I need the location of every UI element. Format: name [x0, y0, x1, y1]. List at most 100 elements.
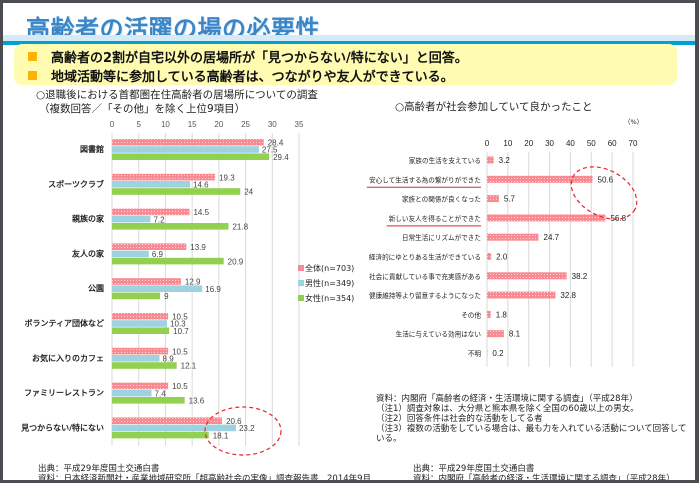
bar-value-label: 5.7: [504, 195, 516, 204]
bar-value-label: 8.1: [509, 330, 521, 339]
bar-female: [112, 257, 224, 265]
bar-value-label: 24: [244, 188, 253, 197]
bar-value-label: 14.5: [193, 208, 209, 217]
bar-female: [112, 362, 177, 369]
bar-value-label: 10.5: [172, 313, 188, 322]
bar: [487, 156, 494, 164]
category-label: 経済的にゆとりある生活ができている: [369, 253, 481, 262]
bar-value-label: 10.3: [170, 320, 186, 329]
bar-total: [112, 417, 223, 424]
category-label: 日常生活にリズムができた: [402, 233, 481, 242]
title-band: [3, 35, 695, 41]
bar-value-label: 23.2: [239, 424, 255, 433]
bar: [487, 195, 499, 203]
bar-value-label: 2.0: [496, 253, 508, 262]
bullet-square-icon: [28, 52, 37, 61]
x-tick-label: 40: [566, 139, 575, 148]
bar: [487, 330, 504, 338]
category-label: 家族との関係が良くなった: [402, 195, 481, 204]
legend-swatch-female: [298, 295, 304, 301]
note-line: （注2）回答条件は社会的な活動をしてる者: [376, 414, 543, 424]
x-tick-label: 15: [188, 120, 197, 129]
bar-value-label: 18.1: [213, 431, 229, 440]
bar-male: [112, 320, 168, 327]
bar-female: [112, 292, 161, 300]
bar-value-label: 7.2: [153, 215, 165, 224]
bar-male: [112, 285, 203, 292]
category-label: 図書館: [80, 144, 104, 154]
bar-value-label: 28.4: [268, 139, 284, 148]
left-chart-heading: ○退職後における首都圏在住高齢者の居場所についての調査: [36, 89, 318, 101]
bar-value-label: 38.2: [572, 272, 588, 281]
category-label: 不明: [468, 350, 482, 358]
right-source-line2: 資料：内閣府「高齢者の経済・生活環境に関する調査」（平成28年）: [413, 474, 675, 480]
category-label: 社会に貢献している事で充実感がある: [369, 272, 481, 281]
category-label: 生活に与えている効用はない: [396, 330, 482, 339]
right-chart-unit: （%）: [624, 118, 644, 126]
bar-value-label: 14.6: [193, 181, 209, 190]
bar-male: [112, 355, 160, 362]
bar-female: [112, 188, 241, 195]
summary-callout: 高齢者の2割が自宅以外の居場所が「見つからない/特にない」と回答。 地域活動等に…: [14, 44, 677, 85]
legend-swatch-total: [298, 265, 304, 271]
x-tick-label: 10: [161, 120, 170, 129]
x-tick-label: 50: [587, 139, 596, 148]
bar-total: [112, 278, 181, 285]
bar-value-label: 16.9: [205, 285, 221, 294]
bar-value-label: 24.7: [544, 233, 560, 242]
bar-male: [112, 146, 259, 153]
bar: [487, 175, 593, 183]
highlight-ellipse: [204, 406, 282, 456]
bar: [487, 272, 567, 280]
category-label: 公園: [88, 284, 104, 293]
category-label: 家族の生活を支えている: [409, 156, 481, 165]
bar-value-label: 8.9: [163, 355, 175, 364]
bar-female: [112, 431, 209, 439]
bar-value-label: 0.2: [492, 349, 504, 358]
left-source-line2: 資料：日本経済新聞社・産業地域研究所「超高齢社会の実像」調査報告書 2014年9…: [38, 474, 372, 480]
x-tick-label: 5: [136, 120, 141, 129]
bar-value-label: 7.4: [155, 389, 167, 398]
bar-male: [112, 181, 191, 188]
bar-female: [112, 153, 270, 160]
category-label: スポーツクラブ: [48, 179, 104, 189]
bar-value-label: 29.4: [273, 153, 289, 162]
category-label: 友人の家: [71, 248, 105, 258]
bar-total: [112, 139, 264, 146]
summary-text-1: 高齢者の2割が自宅以外の居場所が「見つからない/特にない」と回答。: [51, 51, 468, 66]
note-line: （注3）複数の活動をしている場合は、最も力を入れている活動について回答して: [376, 424, 687, 434]
left-chart-subheading: （複数回答／「その他」を除く上位9項目）: [39, 103, 246, 115]
summary-text-2: 地域活動等に参加している高齢者は、つながりや友人ができている。: [51, 70, 454, 85]
legend-label: 全体(n=703): [305, 263, 354, 273]
bar-value-label: 12.9: [185, 278, 201, 287]
bar-value-label: 20.9: [228, 257, 244, 266]
bar-male: [112, 424, 236, 432]
note-line: いる。: [376, 434, 402, 444]
bar-male: [112, 215, 151, 223]
summary-bullet-1: 高齢者の2割が自宅以外の居場所が「見つからない/特にない」と回答。: [28, 47, 468, 66]
x-tick-label: 0: [485, 139, 490, 148]
bar-total: [112, 208, 190, 216]
bar-value-label: 1.8: [496, 310, 508, 319]
bar-value-label: 20.6: [226, 417, 242, 426]
right-source-line1: 出典：平成29年度国土交通白書: [413, 464, 535, 474]
right-chart-heading: ○高齢者が社会参加していて良かったこと: [395, 101, 593, 113]
right-chart-notes: 資料：内閣府「高齢者の経済・生活環境に関する調査」（平成28年） （注1）調査対…: [376, 394, 686, 444]
left-source-line1: 出典：平成29年度国土交通白書: [38, 464, 160, 474]
bar-value-label: 10.5: [172, 347, 188, 356]
bar: [487, 310, 491, 318]
highlight-ellipse: [570, 166, 638, 220]
bar-value-label: 13.9: [190, 243, 206, 252]
title-rule: [3, 41, 695, 45]
category-label: 親族の家: [72, 214, 105, 224]
category-label: その他: [461, 310, 481, 319]
bar-total: [112, 313, 169, 320]
bar: [487, 291, 556, 299]
legend-label: 女性(n=354): [305, 293, 354, 303]
x-tick-label: 25: [241, 120, 250, 129]
x-tick-label: 10: [503, 139, 512, 148]
bar-value-label: 21.8: [232, 223, 248, 232]
category-label: 健康維持等より留意するようになった: [369, 291, 481, 300]
bar-value-label: 9: [164, 292, 169, 301]
